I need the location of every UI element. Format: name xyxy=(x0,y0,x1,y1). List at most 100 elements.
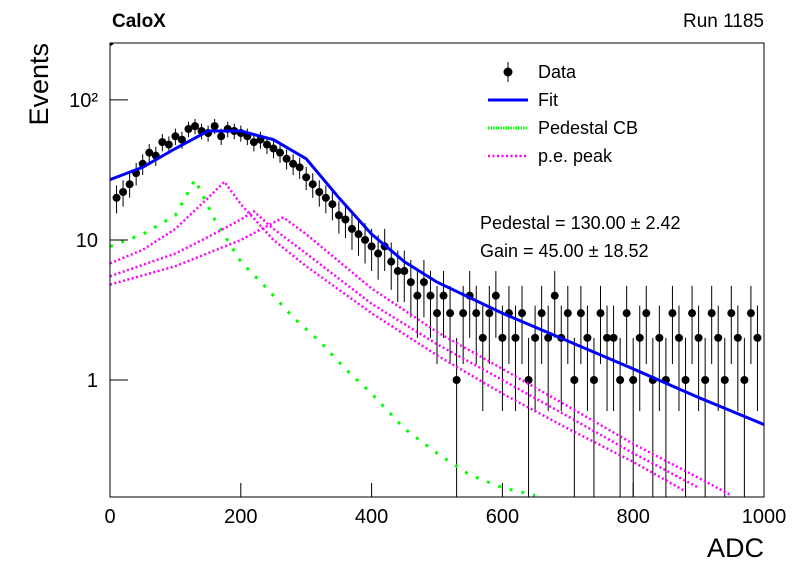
data-point xyxy=(531,333,540,342)
data-point xyxy=(485,309,494,318)
data-point xyxy=(374,249,383,258)
y-tick-label: 1 xyxy=(87,370,98,392)
data-point xyxy=(616,375,625,384)
data-point xyxy=(145,148,154,157)
data-point xyxy=(446,309,455,318)
data-point xyxy=(393,267,402,276)
data-point xyxy=(125,180,134,189)
annotation: Gain = 45.00 ± 18.52 xyxy=(480,241,649,261)
data-point xyxy=(746,309,755,318)
data-point xyxy=(596,309,605,318)
data-point xyxy=(184,124,193,133)
data-point xyxy=(701,375,710,384)
data-point xyxy=(112,193,121,202)
data-point xyxy=(459,309,468,318)
data-point xyxy=(681,375,690,384)
x-tick-label: 800 xyxy=(617,506,650,528)
chart-subtitle: Run 1185 xyxy=(683,11,764,32)
data-point xyxy=(688,309,697,318)
data-point xyxy=(635,333,644,342)
data-point xyxy=(720,375,729,384)
data-point xyxy=(694,333,703,342)
data-point xyxy=(269,144,278,153)
x-tick-label: 400 xyxy=(355,506,388,528)
data-point xyxy=(511,333,520,342)
data-point xyxy=(210,122,219,131)
data-point xyxy=(400,267,409,276)
x-axis-label: ADC xyxy=(707,533,764,563)
data-point xyxy=(334,211,343,220)
data-point xyxy=(164,140,173,149)
data-point xyxy=(413,291,422,300)
data-point xyxy=(217,132,226,141)
data-point xyxy=(282,154,291,163)
data-point xyxy=(583,333,592,342)
data-point xyxy=(603,333,612,342)
data-point xyxy=(158,138,167,147)
data-point xyxy=(609,333,618,342)
data-point xyxy=(289,159,298,168)
data-point xyxy=(276,148,285,157)
data-point xyxy=(491,291,500,300)
curve xyxy=(110,179,687,493)
x-tick-label: 1000 xyxy=(742,506,787,528)
data-point xyxy=(119,188,128,197)
legend-label: Fit xyxy=(538,90,558,110)
data-point xyxy=(740,375,749,384)
data-point xyxy=(753,333,762,342)
legend-label: p.e. peak xyxy=(538,146,613,166)
data-point xyxy=(707,309,716,318)
data-point xyxy=(328,200,337,209)
data-point xyxy=(295,163,304,172)
data-point xyxy=(570,375,579,384)
annotation: Pedestal = 130.00 ± 2.42 xyxy=(480,213,681,233)
y-tick-label: 10 xyxy=(76,230,98,252)
data-point xyxy=(191,122,200,131)
data-point xyxy=(563,309,572,318)
data-point xyxy=(110,43,114,46)
data-point xyxy=(347,224,356,233)
data-point xyxy=(367,242,376,251)
y-axis-label: Events xyxy=(24,43,54,126)
data-point xyxy=(668,309,677,318)
data-point xyxy=(498,333,507,342)
data-point xyxy=(655,333,664,342)
data-point xyxy=(544,333,553,342)
data-point xyxy=(308,180,317,189)
data-point xyxy=(537,309,546,318)
data-point xyxy=(674,333,683,342)
curve xyxy=(110,176,536,497)
data-point xyxy=(478,333,487,342)
chart-title: CaloX xyxy=(112,11,166,32)
data-point xyxy=(642,309,651,318)
x-tick-label: 0 xyxy=(104,506,115,528)
data-point xyxy=(341,215,350,224)
data-point xyxy=(262,140,271,149)
curve xyxy=(110,129,764,426)
data-point xyxy=(524,375,533,384)
legend-label: Pedestal CB xyxy=(538,118,638,138)
data-point xyxy=(171,132,180,141)
data-point xyxy=(714,333,723,342)
plot-area xyxy=(110,43,764,497)
data-point xyxy=(315,188,324,197)
data-point xyxy=(426,291,435,300)
data-point xyxy=(419,278,428,287)
x-tick-label: 600 xyxy=(486,506,519,528)
data-point xyxy=(302,173,311,182)
data-point xyxy=(622,309,631,318)
y-tick-label: 10² xyxy=(69,90,98,112)
curve xyxy=(110,209,700,489)
data-point xyxy=(576,309,585,318)
data-point xyxy=(361,235,370,244)
data-point xyxy=(733,333,742,342)
legend-label: Data xyxy=(538,62,577,82)
data-point xyxy=(727,309,736,318)
x-tick-label: 200 xyxy=(224,506,257,528)
data-point xyxy=(406,278,415,287)
data-point xyxy=(550,291,559,300)
data-point xyxy=(589,375,598,384)
data-point xyxy=(629,375,638,384)
data-point xyxy=(321,193,330,202)
